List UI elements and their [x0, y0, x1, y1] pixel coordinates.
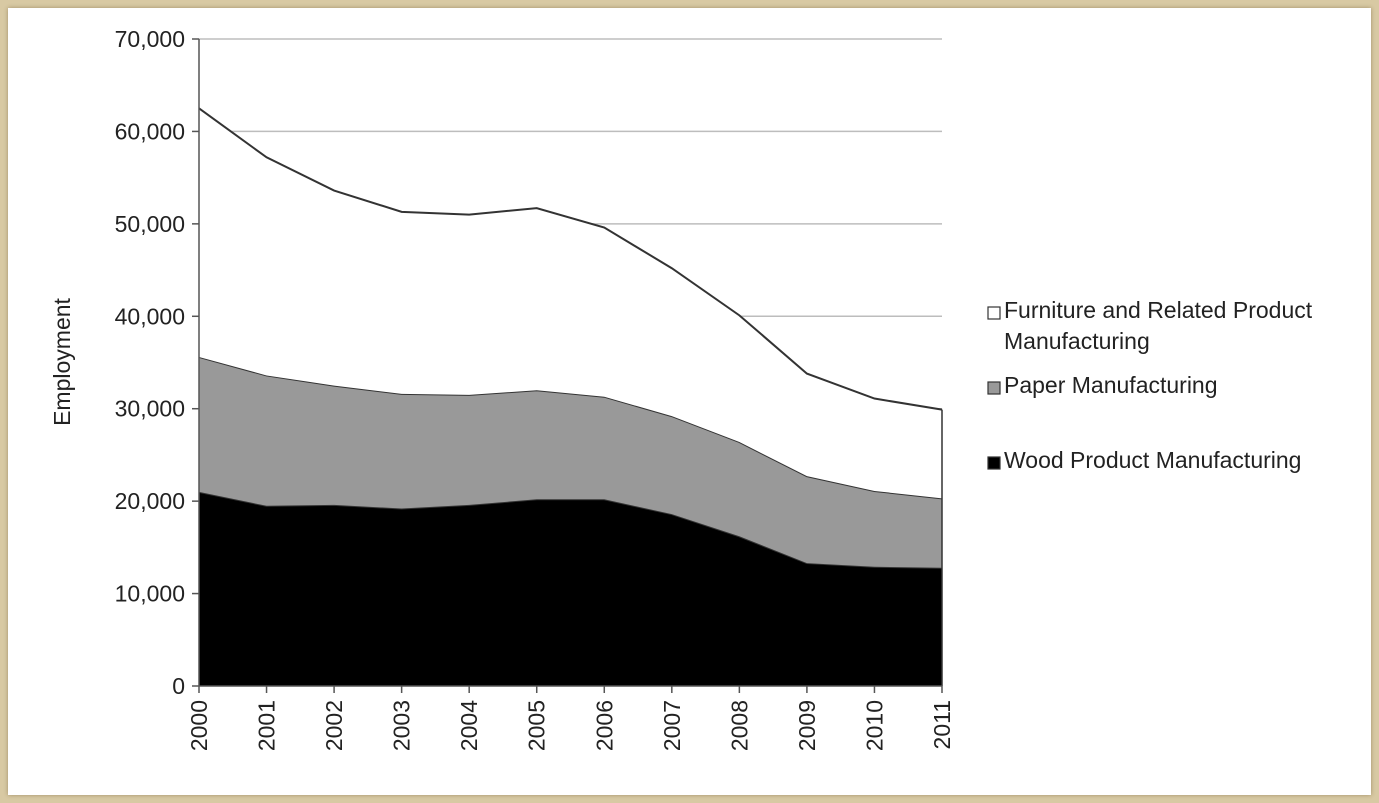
- y-tick-label: 70,000: [115, 26, 185, 52]
- x-tick-label: 2007: [659, 700, 685, 751]
- x-tick-label: 2011: [929, 700, 955, 749]
- legend-swatch: [987, 306, 1001, 320]
- chart-frame: 0 10,000 20,000 30,000 40,000 50,000 60,000 70,…: [8, 8, 1371, 795]
- legend: Furniture and Related Product Manufacturi…: [987, 297, 1313, 473]
- x-tick-label: 2009: [794, 700, 820, 751]
- y-tick-label: 40,000: [115, 303, 185, 329]
- x-tick-label: 2002: [321, 700, 347, 751]
- y-axis-title: Employment: [49, 297, 75, 425]
- y-tick-label: 50,000: [115, 211, 185, 237]
- stacked-area-chart: 0 10,000 20,000 30,000 40,000 50,000 60,000 70,…: [49, 26, 1313, 751]
- x-tick-label: 2004: [456, 700, 482, 751]
- x-tick-label: 2001: [254, 700, 280, 751]
- area-wood-product-manufacturing: [199, 491, 942, 686]
- area-series: [198, 107, 943, 686]
- y-tick-label: 60,000: [115, 118, 185, 144]
- y-tick-label: 30,000: [115, 396, 185, 422]
- area-furniture-and-related-product-manufacturing: [199, 108, 942, 499]
- y-tick-label: 0: [172, 673, 185, 699]
- y-tick-label: 20,000: [115, 488, 185, 514]
- x-tick-label: 2000: [186, 700, 212, 751]
- x-tick-label: 2003: [389, 700, 415, 751]
- y-tick-labels: 0 10,000 20,000 30,000 40,000 50,000 60,000 70,…: [115, 26, 185, 699]
- x-tick-label: 2005: [524, 700, 550, 751]
- x-tick-label: 2006: [591, 700, 617, 751]
- legend-swatch: [987, 456, 1001, 470]
- legend-label: Manufacturing: [1004, 328, 1150, 354]
- x-tick-labels: 2000 2001 2002 2003 2004 2005 2006 2007 2008 2009…: [186, 700, 955, 751]
- x-tick-label: 2010: [861, 700, 887, 751]
- legend-label: Paper Manufacturing: [1004, 372, 1218, 398]
- legend-label: Furniture and Related Product: [1004, 297, 1313, 323]
- series-line-3: [198, 107, 943, 411]
- axes: [192, 38, 943, 693]
- area-paper-manufacturing: [199, 356, 942, 568]
- y-tick-label: 10,000: [115, 581, 185, 607]
- legend-label: Wood Product Manufacturing: [1004, 447, 1301, 473]
- legend-swatch: [987, 381, 1001, 395]
- x-tick-label: 2008: [726, 700, 752, 751]
